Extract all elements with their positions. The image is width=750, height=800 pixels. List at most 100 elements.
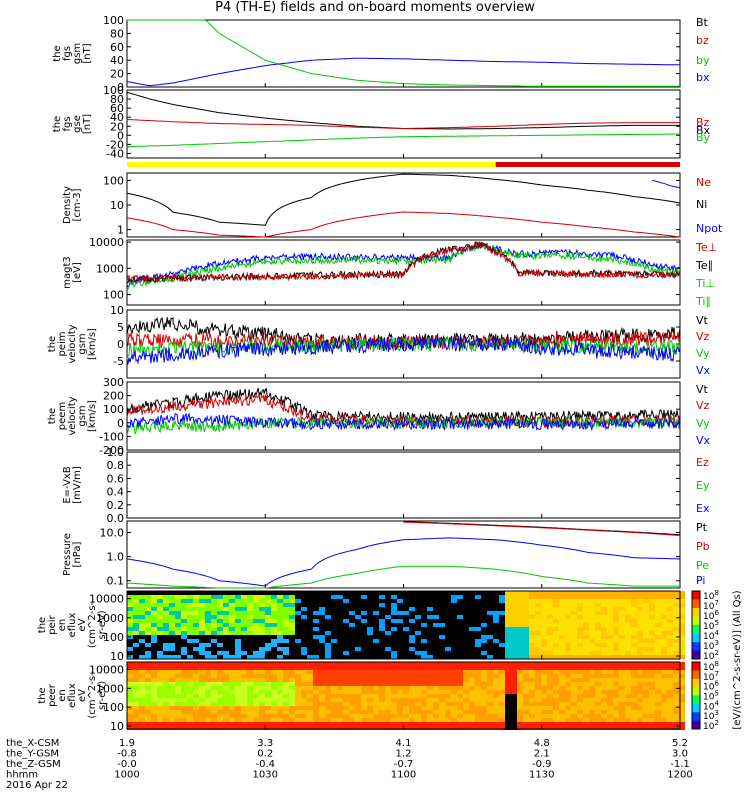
xaxis-value: -0.9	[532, 759, 552, 770]
pressure-frame	[126, 520, 681, 589]
ytick-label: 0.8	[107, 459, 125, 472]
ytick-label: 1	[117, 224, 124, 237]
ytick-label: 1.0	[107, 551, 125, 564]
xaxis-value: -0.7	[394, 759, 414, 770]
y-axis-label: [nT]	[82, 43, 93, 63]
y-axis-label: velocity	[67, 396, 78, 435]
colorbar-label: [eV/(cm^2-s-sr-eV)] (All Qs)	[732, 590, 743, 729]
ytick-label: 20	[110, 120, 124, 133]
y-axis-label: [km/s]	[87, 400, 98, 432]
peer-panel: 10 100 1000 10000 the peer en eflux eV (cm^2-s-sr…	[37, 661, 685, 733]
legend-entry: Vy	[696, 347, 710, 360]
ytick-label: 80	[110, 27, 124, 40]
y-axis-label: peem	[57, 402, 68, 430]
legend-entry: Te⊥	[695, 241, 717, 254]
xaxis-value: 1000	[114, 770, 139, 781]
ytick-label: 0	[117, 129, 124, 142]
pressure-series-pi	[126, 537, 681, 587]
y-axis-label: magt3	[62, 256, 73, 289]
xaxis-value: 5.2	[672, 738, 688, 749]
y-axis-label: gse	[72, 115, 83, 133]
density-series-ni	[126, 173, 681, 226]
ytick-label: 0	[117, 417, 124, 430]
y-axis-label: the	[47, 408, 58, 424]
pressure-series-pe	[126, 565, 680, 589]
pressure-panel: 0.1 1.0 10.0 Pressure [nPa] Pt Pb Pe Pi	[62, 520, 710, 589]
ytick-label: 40	[110, 54, 124, 67]
y-axis-label: eflux	[67, 613, 78, 638]
legend-entry: Vt	[696, 314, 709, 327]
ytick-label: 80	[110, 93, 124, 106]
y-axis-label: (cm^2-s-	[87, 672, 98, 719]
ytick-label: -5	[113, 355, 124, 368]
y-axis-label: Density	[62, 186, 73, 224]
legend-entry: Ti⊥	[695, 277, 715, 290]
legend-entry: Bx	[696, 124, 711, 137]
y-axis-label: [cm-3]	[72, 188, 83, 221]
xaxis-value: 1.9	[119, 738, 135, 749]
y-axis-label: en	[57, 619, 68, 632]
legend-entry: By	[696, 131, 711, 144]
ytick-label: 5	[117, 321, 124, 334]
y-axis-label: sr-eV)	[97, 610, 108, 639]
mode_bar-panel	[127, 162, 680, 167]
y-axis-label: the	[52, 45, 63, 61]
legend-entry: Vy	[696, 417, 710, 430]
xaxis-value: 2.1	[534, 749, 550, 760]
ytick-label: 10	[110, 199, 124, 212]
legend-entry: Pt	[696, 521, 708, 534]
xaxis-value: 1100	[391, 770, 416, 781]
xaxis-row-label: the_Z-GSM	[6, 759, 61, 770]
y-axis-label: gsm	[77, 333, 88, 354]
ytick-label: 1000	[96, 612, 124, 625]
density-panel: 1 10 100 Density [cm-3] Ne Ni Npot	[62, 172, 723, 238]
y-axis-label: fgs	[62, 116, 73, 131]
y-axis-label: peim	[57, 331, 68, 356]
density-series-npot	[652, 179, 681, 189]
xaxis-value: 1.2	[396, 749, 412, 760]
ytick-label: 100	[103, 14, 124, 27]
y-axis-label: [mV/m]	[72, 466, 83, 504]
y-axis-label: peer	[47, 683, 58, 707]
xaxis-value: 1200	[667, 770, 692, 781]
legend-entry: Pe	[696, 559, 709, 572]
ytick-label: 60	[110, 102, 124, 115]
ytick-label: 0.6	[107, 472, 125, 485]
mode-bar-segment	[495, 162, 680, 167]
ytick-label: -100	[99, 430, 124, 443]
xaxis-value: 1030	[253, 770, 278, 781]
ytick-label: 0.2	[107, 499, 125, 512]
y-axis-label: [km/s]	[87, 328, 98, 360]
magt3-series-ti	[126, 240, 681, 288]
xaxis-value: 0.2	[257, 749, 273, 760]
legend-entry: Ex	[696, 502, 710, 515]
ytick-label: 1.0	[107, 446, 125, 459]
mode-bar-segment	[127, 162, 496, 167]
chart-title: P4 (TH-E) fields and on-board moments ov…	[215, 0, 535, 15]
y-axis-label: E=-VxB	[62, 466, 73, 503]
magt3-series-te-	[126, 241, 681, 283]
ytick-label: 10.0	[100, 527, 125, 540]
ytick-label: 300	[103, 376, 124, 389]
ytick-label: 40	[110, 111, 124, 124]
xaxis-value: 3.0	[672, 749, 688, 760]
ytick-label: 100	[103, 84, 124, 97]
ytick-label: 10000	[89, 236, 124, 249]
ytick-label: 20	[110, 68, 124, 81]
efield-panel: 0.00.20.40.60.81.0 E=-VxB [mV/m] Ez Ey Ex	[62, 446, 710, 525]
ytick-label: 0	[117, 338, 124, 351]
y-axis-label: eV	[77, 618, 88, 631]
legend-entry: Vz	[696, 330, 710, 343]
fgs_gse-series-bz	[126, 119, 680, 129]
density-series-ne	[126, 211, 681, 238]
ytick-label: 10000	[89, 593, 124, 606]
ytick-label: 100	[103, 403, 124, 416]
legend-entry: Vx	[696, 364, 711, 377]
y-axis-label: the	[52, 116, 63, 132]
legend-entry: Npot	[696, 222, 723, 235]
ytick-label: 0.0	[107, 512, 125, 525]
xaxis-value: -0.4	[255, 759, 275, 770]
